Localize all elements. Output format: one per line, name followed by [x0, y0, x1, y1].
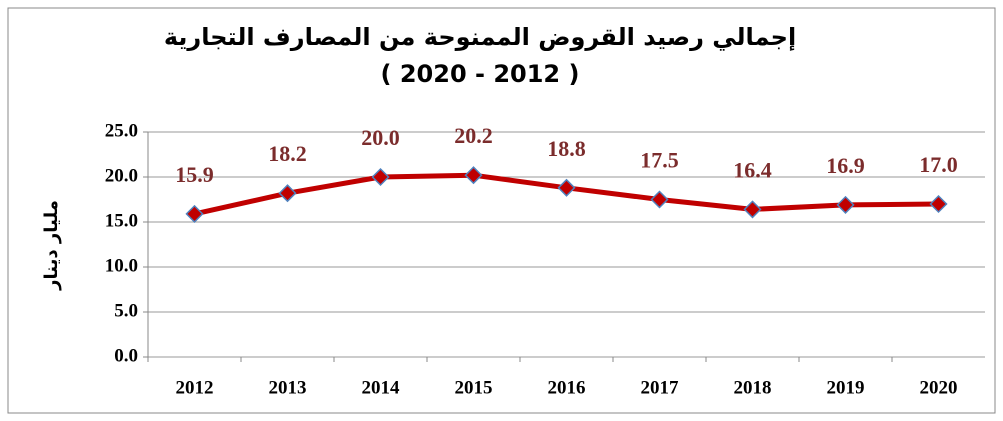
- data-label: 20.0: [361, 125, 400, 150]
- y-tick-label: 5.0: [114, 300, 138, 321]
- x-tick-label: 2013: [269, 377, 307, 398]
- y-tick-label: 15.0: [105, 210, 138, 231]
- x-tick-label: 2016: [548, 377, 586, 398]
- marker: [185, 204, 204, 223]
- data-label: 16.4: [733, 157, 772, 182]
- data-label: 15.9: [175, 162, 214, 187]
- y-tick-label: 0.0: [114, 345, 138, 366]
- marker: [929, 194, 948, 214]
- x-tick-label: 2020: [920, 377, 958, 398]
- marker: [557, 178, 576, 197]
- y-tick-label: 20.0: [105, 165, 138, 186]
- data-label: 16.9: [826, 153, 865, 178]
- y-tick-label: 10.0: [105, 255, 138, 276]
- data-label: 17.5: [640, 148, 679, 173]
- chart-title: إجمالي رصيد القروض الممنوحة من المصارف ا…: [164, 23, 796, 51]
- marker: [464, 166, 483, 185]
- chart-subtitle: ( 2020 - 2012 ): [381, 60, 580, 88]
- x-tick-label: 2014: [362, 377, 401, 398]
- marker: [650, 190, 669, 209]
- x-tick-label: 2019: [827, 377, 865, 398]
- x-tick-label: 2012: [176, 377, 214, 398]
- x-tick-label: 2017: [641, 377, 680, 398]
- marker: [278, 184, 297, 203]
- data-label: 20.2: [454, 123, 493, 148]
- y-tick-label: 25.0: [105, 120, 138, 141]
- data-label: 18.8: [547, 136, 586, 161]
- marker: [743, 200, 762, 219]
- data-label: 18.2: [268, 141, 307, 166]
- marker: [836, 195, 855, 214]
- chart-border: [7, 7, 996, 414]
- marker: [371, 167, 390, 187]
- data-label: 17.0: [919, 152, 958, 177]
- x-tick-label: 2018: [734, 377, 772, 398]
- x-tick-label: 2015: [455, 377, 493, 398]
- y-axis-label: مليار دينار: [41, 200, 62, 291]
